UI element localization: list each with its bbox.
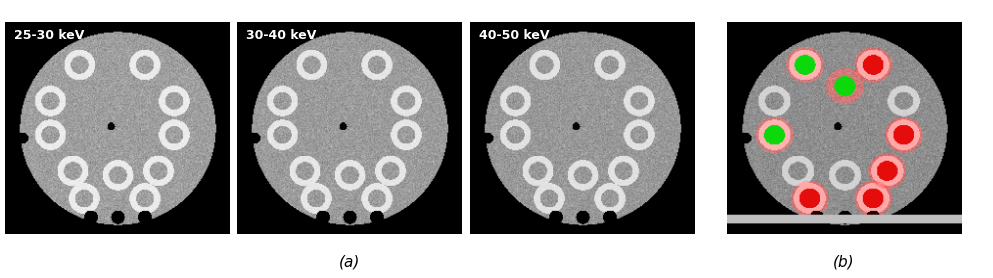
Text: 40-50 keV: 40-50 keV (479, 29, 549, 42)
Text: (a): (a) (339, 255, 360, 270)
Text: (b): (b) (833, 255, 855, 270)
Text: 30-40 keV: 30-40 keV (246, 29, 317, 42)
Text: 25-30 keV: 25-30 keV (14, 29, 84, 42)
